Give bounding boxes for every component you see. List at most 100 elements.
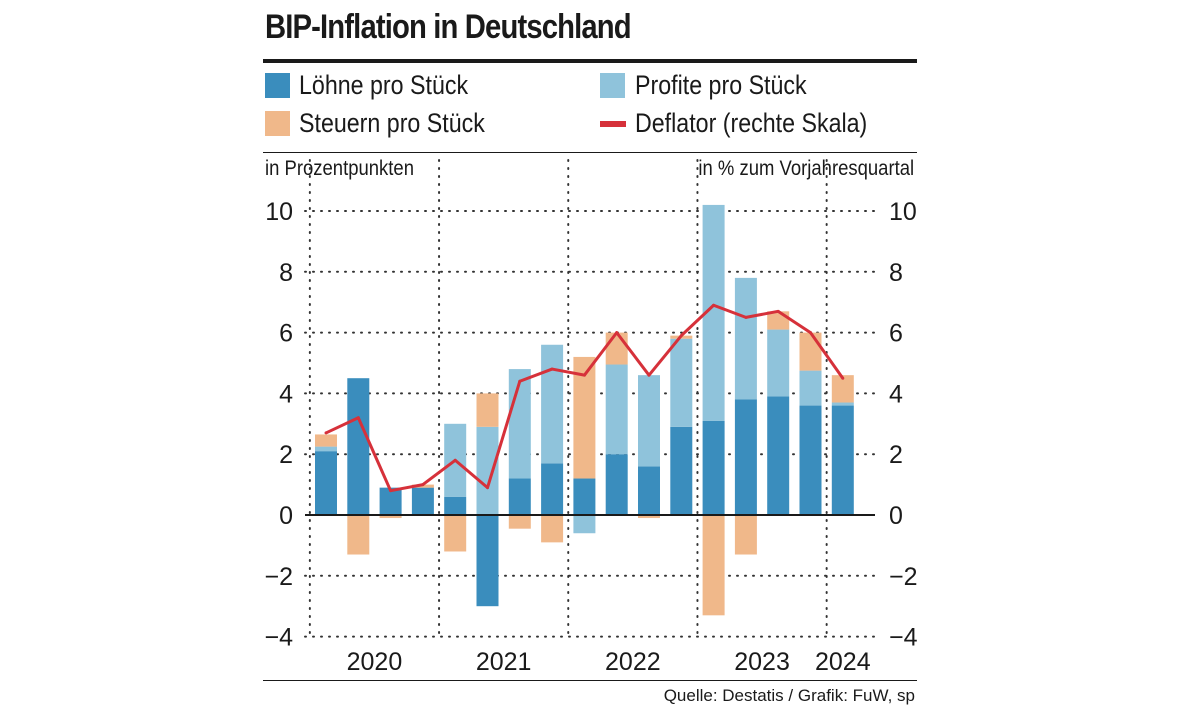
grid-layer [304,159,876,641]
bar-steuern [702,515,725,616]
deflator-point [841,376,845,380]
y-tick-label-right: 8 [889,259,903,287]
deflator-point [776,309,780,313]
deflator-point [744,315,748,319]
deflator-point [389,489,393,493]
bar-profite [767,329,790,397]
bar-steuern [799,332,822,371]
deflator-point [324,431,328,435]
x-year-label: 2022 [605,648,661,676]
bar-loehne [315,451,337,515]
deflator-point [582,373,586,377]
legend-swatch-profite [600,73,625,98]
axis-layer: −4 −4 −2 −2 0 0 2 2 4 4 6 6 8 8 10 10 2020 2021 2022 2023 20… [264,198,917,676]
bar-profite [315,446,337,452]
bar-steuern [734,515,757,555]
legend-rule [263,152,917,153]
y-tick-label-right: −2 [889,563,918,591]
bar-loehne [444,496,467,515]
deflator-point [421,483,425,487]
bar-loehne [379,487,402,515]
right-axis-unit: in % zum Vorjahresquartal [698,157,914,180]
bar-loehne [670,426,693,515]
bar-loehne [831,405,854,515]
bar-profite [573,515,596,534]
bar-loehne [411,487,434,515]
y-tick-label-left: 8 [279,259,293,287]
bar-profite [541,344,564,464]
legend-label-loehne: Löhne pro Stück [299,70,469,100]
bar-loehne [702,420,725,515]
bar-steuern [476,393,499,427]
bar-profite [476,426,499,515]
bar-profite [670,338,693,427]
footer-rule [263,680,917,681]
y-tick-label-right: 2 [889,441,903,469]
legend-label-deflator: Deflator (rechte Skala) [635,108,868,138]
bar-loehne [508,478,531,515]
bar-steuern [831,375,854,403]
bar-steuern [508,515,531,529]
bar-loehne [347,378,370,515]
bar-profite [831,402,854,406]
y-tick-label-left: 6 [279,320,293,348]
bar-profite [799,370,822,406]
x-year-label: 2023 [734,648,790,676]
y-tick-label-right: 10 [889,198,917,226]
deflator-point [712,303,716,307]
source-note: Quelle: Destatis / Grafik: FuW, sp [663,686,915,705]
deflator-point [809,331,812,335]
y-tick-label-right: 0 [889,502,903,530]
x-year-label: 2024 [815,648,871,676]
title-rule [263,59,917,63]
y-tick-label-right: 6 [889,320,903,348]
bar-steuern [379,515,402,519]
bar-profite [638,375,660,467]
bar-steuern [444,515,467,552]
bar-steuern [315,434,337,447]
bar-layer [315,204,854,616]
y-tick-label-left: 2 [279,441,293,469]
bar-loehne [734,399,757,515]
bar-profite [702,204,725,421]
deflator-point [647,373,651,377]
legend-swatch-deflator [600,121,626,127]
deflator-point [550,367,554,371]
y-tick-label-right: 4 [889,380,903,408]
deflator-point [486,486,489,490]
bar-steuern [638,515,660,519]
line-layer [324,303,845,493]
bar-loehne [767,396,790,515]
y-tick-label-left: 0 [279,502,293,530]
x-year-label: 2021 [476,648,532,676]
bar-loehne [799,405,822,515]
bar-profite [734,277,757,400]
x-year-label: 2020 [347,648,403,676]
bar-loehne [605,454,628,515]
bar-steuern [541,515,564,543]
y-tick-label-left: 10 [265,198,293,226]
y-tick-label-right: −4 [889,624,918,652]
bar-steuern [605,332,628,365]
y-tick-label-left: −2 [264,563,293,591]
deflator-point [679,334,683,338]
bar-loehne [541,463,564,515]
bar-profite [605,364,628,455]
chart-title: BIP-Inflation in Deutschland [265,8,632,46]
deflator-point [518,379,522,383]
left-axis-unit: in Prozentpunkten [265,157,414,180]
deflator-point [356,416,360,420]
bar-loehne [573,478,596,515]
deflator-point [615,331,619,335]
legend-label-steuern: Steuern pro Stück [299,108,485,138]
deflator-point [453,458,457,462]
y-tick-label-left: −4 [264,624,293,652]
bar-loehne [476,515,499,607]
bar-steuern [573,356,596,479]
bar-loehne [638,466,660,515]
bar-steuern [347,515,370,555]
legend-label-profite: Profite pro Stück [635,70,807,100]
y-tick-label-left: 4 [279,380,293,408]
legend-swatch-loehne [265,73,290,98]
